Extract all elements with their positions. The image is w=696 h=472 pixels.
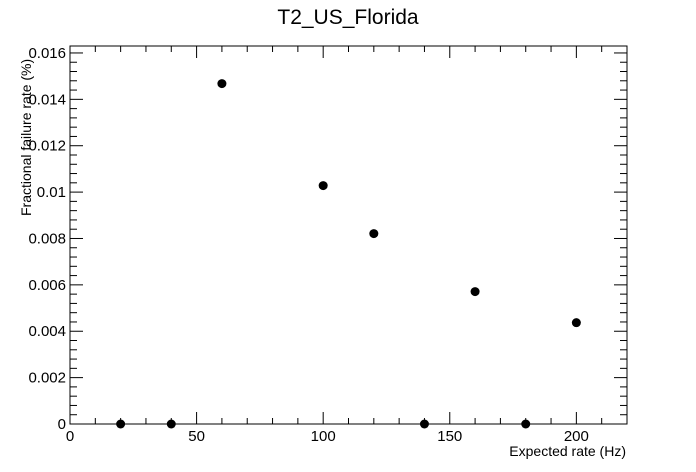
y-tick-label: 0.008 bbox=[28, 230, 66, 247]
x-axis: 0 50 100 150 200 bbox=[66, 46, 627, 445]
data-point bbox=[572, 318, 581, 327]
data-point bbox=[369, 229, 378, 238]
data-point bbox=[420, 420, 429, 429]
y-tick-label: 0.012 bbox=[28, 138, 66, 155]
y-tick-label: 0 bbox=[58, 416, 66, 433]
data-point bbox=[319, 181, 328, 190]
y-tick-label: 0.002 bbox=[28, 370, 66, 387]
y-tick-label: 0.01 bbox=[37, 184, 66, 201]
x-tick-label: 50 bbox=[188, 428, 205, 445]
data-point bbox=[521, 420, 530, 429]
data-point bbox=[217, 79, 226, 88]
x-tick-label: 100 bbox=[311, 428, 336, 445]
data-point bbox=[116, 420, 125, 429]
y-tick-label: 0.006 bbox=[28, 277, 66, 294]
y-tick-label: 0.016 bbox=[28, 45, 66, 62]
y-tick-label: 0.004 bbox=[28, 323, 66, 340]
x-tick-label: 150 bbox=[437, 428, 462, 445]
data-point bbox=[471, 287, 480, 296]
data-points bbox=[116, 79, 581, 428]
x-axis-label: Expected rate (Hz) bbox=[509, 443, 626, 459]
y-tick-label: 0.014 bbox=[28, 91, 66, 108]
y-axis: 0 0.002 0.004 0.006 0.008 0.01 0.012 0.014 0.016 bbox=[28, 45, 627, 433]
y-axis-label: Fractional failure rate (%) bbox=[18, 59, 34, 216]
chart-title: T2_US_Florida bbox=[277, 6, 419, 29]
data-point bbox=[167, 420, 176, 429]
plot-frame bbox=[70, 46, 627, 424]
x-tick-label: 0 bbox=[66, 428, 74, 445]
